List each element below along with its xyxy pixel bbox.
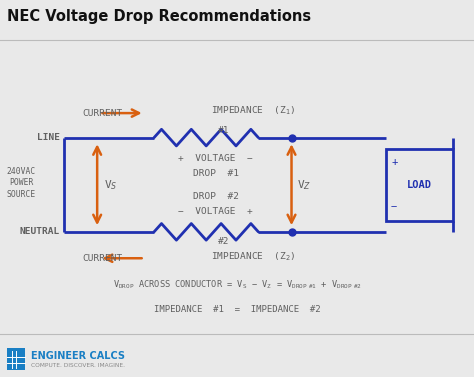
Text: IMPEDANCE  (Z$_1$): IMPEDANCE (Z$_1$) bbox=[211, 105, 296, 118]
Text: DROP  #1: DROP #1 bbox=[192, 169, 239, 178]
Text: V$_S$: V$_S$ bbox=[104, 178, 118, 192]
Text: IMPEDANCE  #1  =  IMPEDANCE  #2: IMPEDANCE #1 = IMPEDANCE #2 bbox=[154, 305, 320, 314]
Text: 240VAC
POWER
SOURCE: 240VAC POWER SOURCE bbox=[7, 167, 36, 199]
Text: DROP  #2: DROP #2 bbox=[192, 192, 239, 201]
Text: $\mathregular{V_{DROP}}$ ACROSS CONDUCTOR = $\mathregular{V_S}$ − $\mathregular{: $\mathregular{V_{DROP}}$ ACROSS CONDUCTO… bbox=[112, 278, 362, 291]
Text: V$_Z$: V$_Z$ bbox=[297, 178, 311, 192]
Text: LOAD: LOAD bbox=[407, 180, 432, 190]
Text: CURRENT: CURRENT bbox=[82, 109, 122, 118]
Text: NEC Voltage Drop Recommendations: NEC Voltage Drop Recommendations bbox=[7, 9, 311, 25]
Text: NEUTRAL: NEUTRAL bbox=[20, 227, 60, 236]
Text: −: − bbox=[391, 202, 397, 212]
Text: −  VOLTAGE  +: − VOLTAGE + bbox=[178, 207, 253, 216]
Bar bbox=[386, 149, 453, 221]
Bar bbox=[7, 348, 25, 370]
Text: +  VOLTAGE  −: + VOLTAGE − bbox=[178, 154, 253, 163]
Text: CURRENT: CURRENT bbox=[82, 254, 122, 263]
Text: LINE: LINE bbox=[37, 133, 60, 142]
Text: +: + bbox=[391, 157, 397, 167]
Text: IMPEDANCE  (Z$_2$): IMPEDANCE (Z$_2$) bbox=[211, 250, 296, 263]
Text: #2: #2 bbox=[218, 237, 229, 246]
Text: COMPUTE. DISCOVER. IMAGINE.: COMPUTE. DISCOVER. IMAGINE. bbox=[31, 363, 125, 368]
Text: #1: #1 bbox=[218, 126, 229, 135]
Text: ENGINEER CALCS: ENGINEER CALCS bbox=[31, 351, 125, 360]
